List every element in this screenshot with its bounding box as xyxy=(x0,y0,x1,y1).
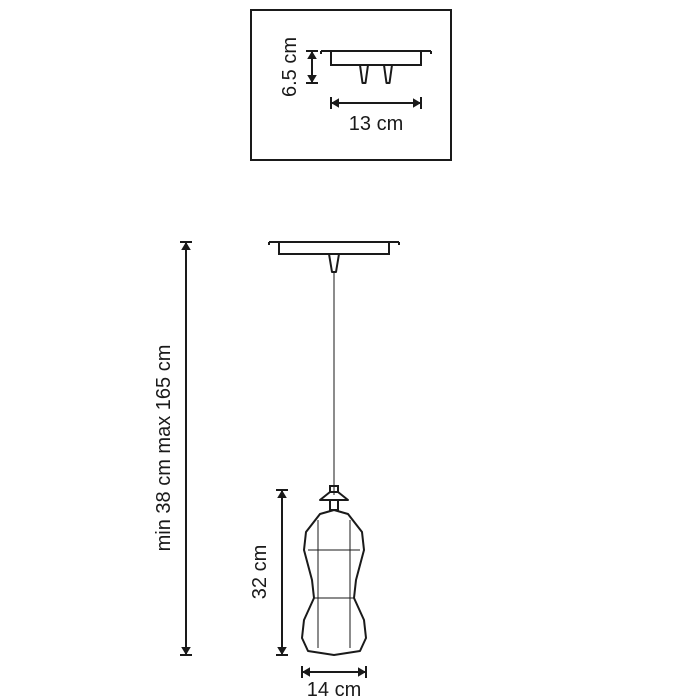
canopy-top-body xyxy=(331,51,421,65)
top-dim-height: 6.5 cm xyxy=(279,37,312,97)
top-dim-width: 13 cm xyxy=(331,103,421,135)
dim-total-height-label: min 38 cm max 165 cm xyxy=(153,345,175,552)
dimension-diagram: 6.5 cm 13 cm min 38 cm max 165 cm 32 cm 14 c… xyxy=(0,0,700,700)
dim-shade-width: 14 cm xyxy=(302,672,366,700)
socket-neck xyxy=(330,500,338,510)
main-canopy-body xyxy=(279,242,389,254)
dim-shade-width-label: 14 cm xyxy=(307,679,361,700)
dim-total-height: min 38 cm max 165 cm xyxy=(153,242,186,655)
top-dim-width-label: 13 cm xyxy=(349,113,403,135)
top-dim-height-label: 6.5 cm xyxy=(279,37,301,97)
dim-shade-height-label: 32 cm xyxy=(249,545,271,599)
dim-shade-height: 32 cm xyxy=(249,490,282,655)
